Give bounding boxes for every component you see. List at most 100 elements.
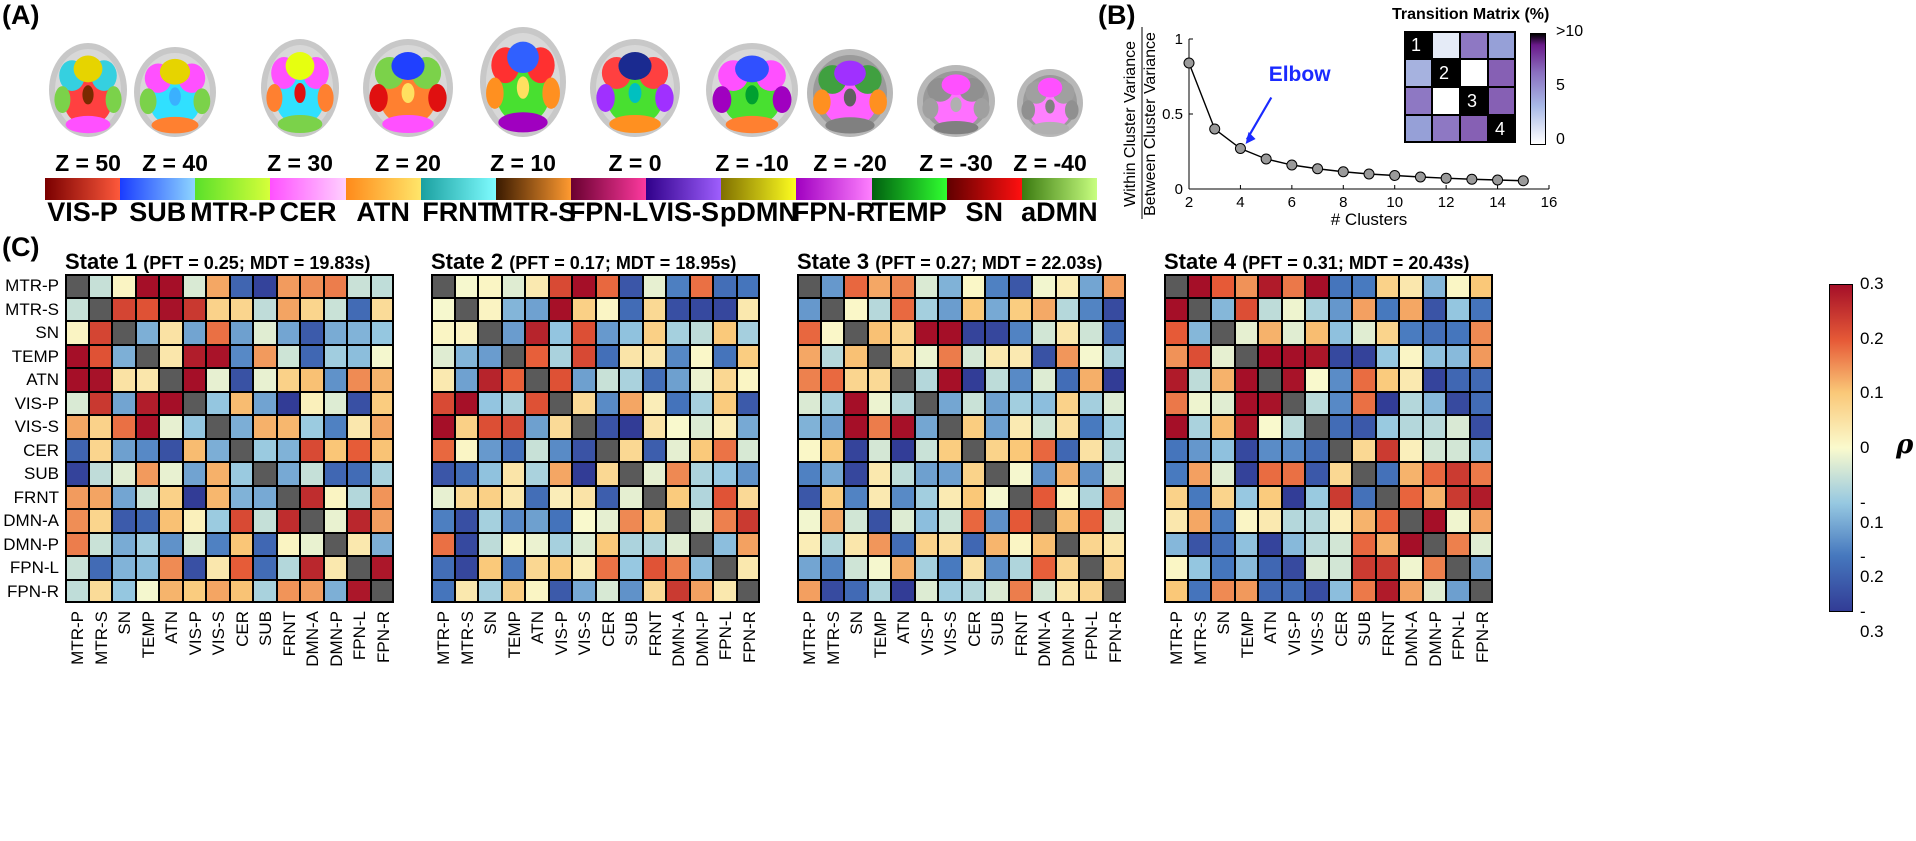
column-label: CER bbox=[598, 611, 618, 647]
network-color-segment bbox=[495, 178, 572, 200]
matrix-cell bbox=[1305, 368, 1329, 392]
matrix-cell bbox=[112, 368, 136, 392]
matrix-cell bbox=[478, 368, 502, 392]
matrix-cell bbox=[454, 462, 478, 486]
matrix-cell bbox=[642, 344, 666, 368]
matrix-cell bbox=[159, 391, 183, 415]
matrix-cell bbox=[985, 556, 1009, 580]
matrix-cell bbox=[206, 415, 230, 439]
matrix-cell bbox=[1305, 321, 1329, 345]
data-point bbox=[1337, 166, 1349, 178]
matrix-cell bbox=[844, 344, 868, 368]
matrix-cell bbox=[844, 556, 868, 580]
matrix-cell bbox=[206, 556, 230, 580]
state-title: State 4 (PFT = 0.31; MDT = 20.43s) bbox=[1164, 249, 1469, 275]
brain-region bbox=[266, 84, 283, 112]
matrix-cell bbox=[1211, 391, 1235, 415]
matrix-cell bbox=[689, 462, 713, 486]
matrix-cell bbox=[112, 556, 136, 580]
network-color-segment bbox=[270, 178, 347, 200]
matrix-cell bbox=[1211, 462, 1235, 486]
matrix-cell bbox=[112, 462, 136, 486]
matrix-cell bbox=[1234, 344, 1258, 368]
matrix-cell bbox=[1399, 297, 1423, 321]
matrix-cell bbox=[1305, 415, 1329, 439]
matrix-cell bbox=[276, 532, 300, 556]
matrix-cell bbox=[619, 415, 643, 439]
matrix-cell bbox=[548, 532, 572, 556]
data-point bbox=[1183, 57, 1195, 69]
matrix-cell bbox=[642, 438, 666, 462]
matrix-cell bbox=[300, 415, 324, 439]
matrix-cell bbox=[112, 321, 136, 345]
matrix-cell bbox=[985, 438, 1009, 462]
matrix-cell bbox=[454, 368, 478, 392]
matrix-cell bbox=[525, 556, 549, 580]
matrix-cell bbox=[867, 297, 891, 321]
row-label: FPN-R bbox=[7, 581, 59, 601]
matrix-cell bbox=[689, 321, 713, 345]
matrix-cell bbox=[1008, 321, 1032, 345]
matrix-cell bbox=[1399, 344, 1423, 368]
matrix-cell bbox=[1305, 462, 1329, 486]
matrix-cell bbox=[595, 321, 619, 345]
row-label: TEMP bbox=[11, 346, 59, 366]
brain-region bbox=[735, 55, 769, 83]
matrix-cell bbox=[642, 297, 666, 321]
data-point bbox=[1312, 163, 1324, 175]
matrix-cell bbox=[572, 344, 596, 368]
matrix-cell bbox=[1032, 344, 1056, 368]
column-label: FPN-L bbox=[1449, 611, 1468, 661]
matrix-cell bbox=[135, 509, 159, 533]
matrix-cell bbox=[820, 485, 844, 509]
matrix-cell bbox=[112, 297, 136, 321]
matrix-cell bbox=[525, 532, 549, 556]
x-tick-label: 14 bbox=[1489, 194, 1506, 211]
brain-region bbox=[382, 115, 434, 133]
matrix-cell bbox=[985, 415, 1009, 439]
matrix-cell bbox=[1446, 415, 1470, 439]
matrix-cell bbox=[985, 532, 1009, 556]
network-color-segment bbox=[1021, 178, 1098, 200]
matrix-cell bbox=[323, 391, 347, 415]
matrix-cell bbox=[548, 344, 572, 368]
matrix-cell bbox=[159, 509, 183, 533]
brain-region bbox=[498, 112, 548, 133]
matrix-cell bbox=[572, 556, 596, 580]
state-stats: (PFT = 0.27; MDT = 22.03s) bbox=[875, 253, 1103, 273]
transition-cell bbox=[1488, 87, 1516, 115]
matrix-cell bbox=[525, 368, 549, 392]
matrix-cell bbox=[323, 297, 347, 321]
matrix-cell bbox=[1328, 321, 1352, 345]
matrix-cell bbox=[253, 532, 277, 556]
matrix-cell bbox=[182, 391, 206, 415]
matrix-cell bbox=[501, 344, 525, 368]
matrix-cell bbox=[572, 415, 596, 439]
matrix-cell bbox=[844, 391, 868, 415]
matrix-cell bbox=[1446, 462, 1470, 486]
matrix-cell bbox=[619, 485, 643, 509]
brain-region bbox=[1064, 100, 1079, 120]
matrix-cell bbox=[112, 415, 136, 439]
matrix-cell bbox=[501, 415, 525, 439]
matrix-cell bbox=[525, 462, 549, 486]
matrix-cell bbox=[323, 438, 347, 462]
matrix-cell bbox=[572, 438, 596, 462]
matrix-cell bbox=[820, 368, 844, 392]
matrix-cell bbox=[1258, 297, 1282, 321]
matrix-cell bbox=[713, 368, 737, 392]
matrix-cell bbox=[985, 391, 1009, 415]
state-stats: (PFT = 0.31; MDT = 20.43s) bbox=[1242, 253, 1470, 273]
matrix-cell bbox=[985, 462, 1009, 486]
matrix-cell bbox=[1055, 462, 1079, 486]
state-matrix-frame bbox=[797, 274, 1126, 603]
matrix-cell bbox=[1281, 415, 1305, 439]
matrix-cell bbox=[454, 321, 478, 345]
matrix-cell bbox=[938, 556, 962, 580]
matrix-cell bbox=[619, 344, 643, 368]
matrix-cell bbox=[938, 368, 962, 392]
matrix-cell bbox=[1352, 297, 1376, 321]
matrix-cell bbox=[595, 297, 619, 321]
state-matrix bbox=[797, 274, 1126, 603]
brain-slice bbox=[363, 39, 453, 137]
